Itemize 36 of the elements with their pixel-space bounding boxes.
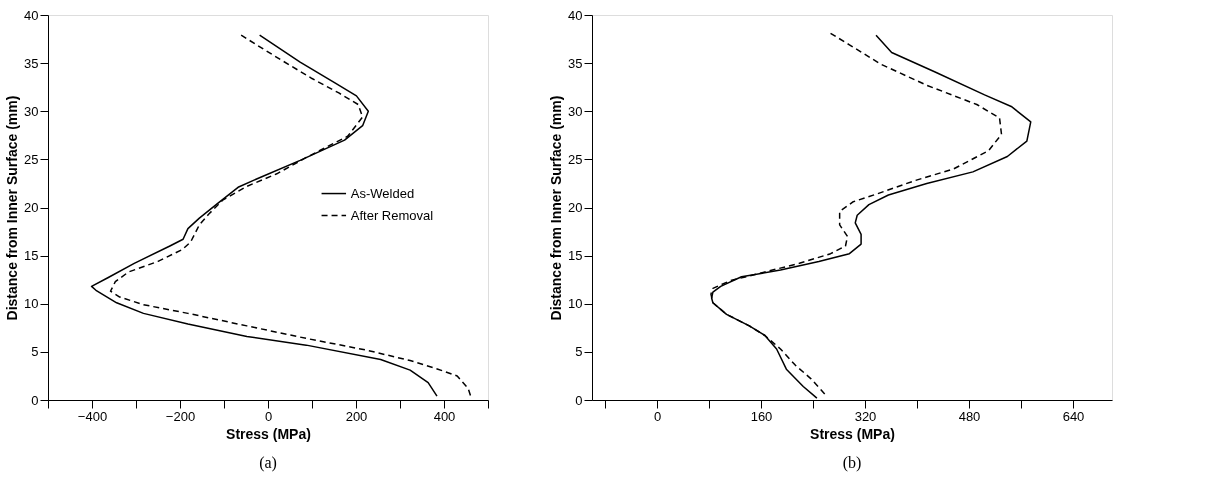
y-tick-label: 35 bbox=[24, 55, 39, 71]
y-tick-label: 10 bbox=[568, 296, 583, 312]
y-tick-label: 20 bbox=[24, 200, 39, 215]
y-axis-title: Distance from Inner Surface (mm) bbox=[4, 95, 21, 321]
x-tick-label: −200 bbox=[165, 408, 196, 424]
x-tick-label: 0 bbox=[264, 408, 273, 424]
legend-label: As-Welded bbox=[350, 185, 415, 201]
y-tick-label: 40 bbox=[24, 7, 39, 23]
x-tick-label: 0 bbox=[653, 408, 662, 424]
y-tick-label: 10 bbox=[24, 296, 39, 312]
y-tick-label: 35 bbox=[568, 55, 583, 71]
text: (a) bbox=[259, 454, 277, 472]
text: (b) bbox=[842, 454, 862, 472]
y-tick-label: 20 bbox=[568, 200, 583, 215]
y-tick-label: 30 bbox=[568, 103, 583, 119]
x-tick-label: −400 bbox=[77, 408, 108, 424]
y-tick-label: 25 bbox=[24, 151, 39, 167]
x-tick-label: 320 bbox=[854, 408, 877, 424]
y-tick-label: 30 bbox=[24, 103, 39, 119]
x-tick-label: 640 bbox=[1062, 408, 1085, 424]
y-tick-label: 25 bbox=[568, 151, 583, 167]
y-tick-label: 5 bbox=[575, 344, 583, 360]
legend-label: After Removal bbox=[350, 207, 434, 223]
y-tick-label: 15 bbox=[24, 248, 39, 264]
x-axis-title: Stress (MPa) bbox=[226, 425, 311, 442]
x-tick-label: 400 bbox=[433, 408, 456, 424]
x-tick-label: 200 bbox=[345, 408, 368, 424]
y-tick-label: 0 bbox=[31, 392, 39, 408]
x-tick-label: 480 bbox=[958, 408, 981, 424]
y-axis-title: Distance from Inner Surface (mm) bbox=[548, 95, 565, 321]
y-tick-label: 40 bbox=[568, 7, 583, 23]
y-tick-label: 5 bbox=[31, 344, 39, 360]
y-tick-label: 0 bbox=[575, 392, 583, 408]
x-axis-title: Stress (MPa) bbox=[810, 425, 895, 442]
y-tick-label: 15 bbox=[568, 248, 583, 264]
x-tick-label: 160 bbox=[750, 408, 773, 424]
